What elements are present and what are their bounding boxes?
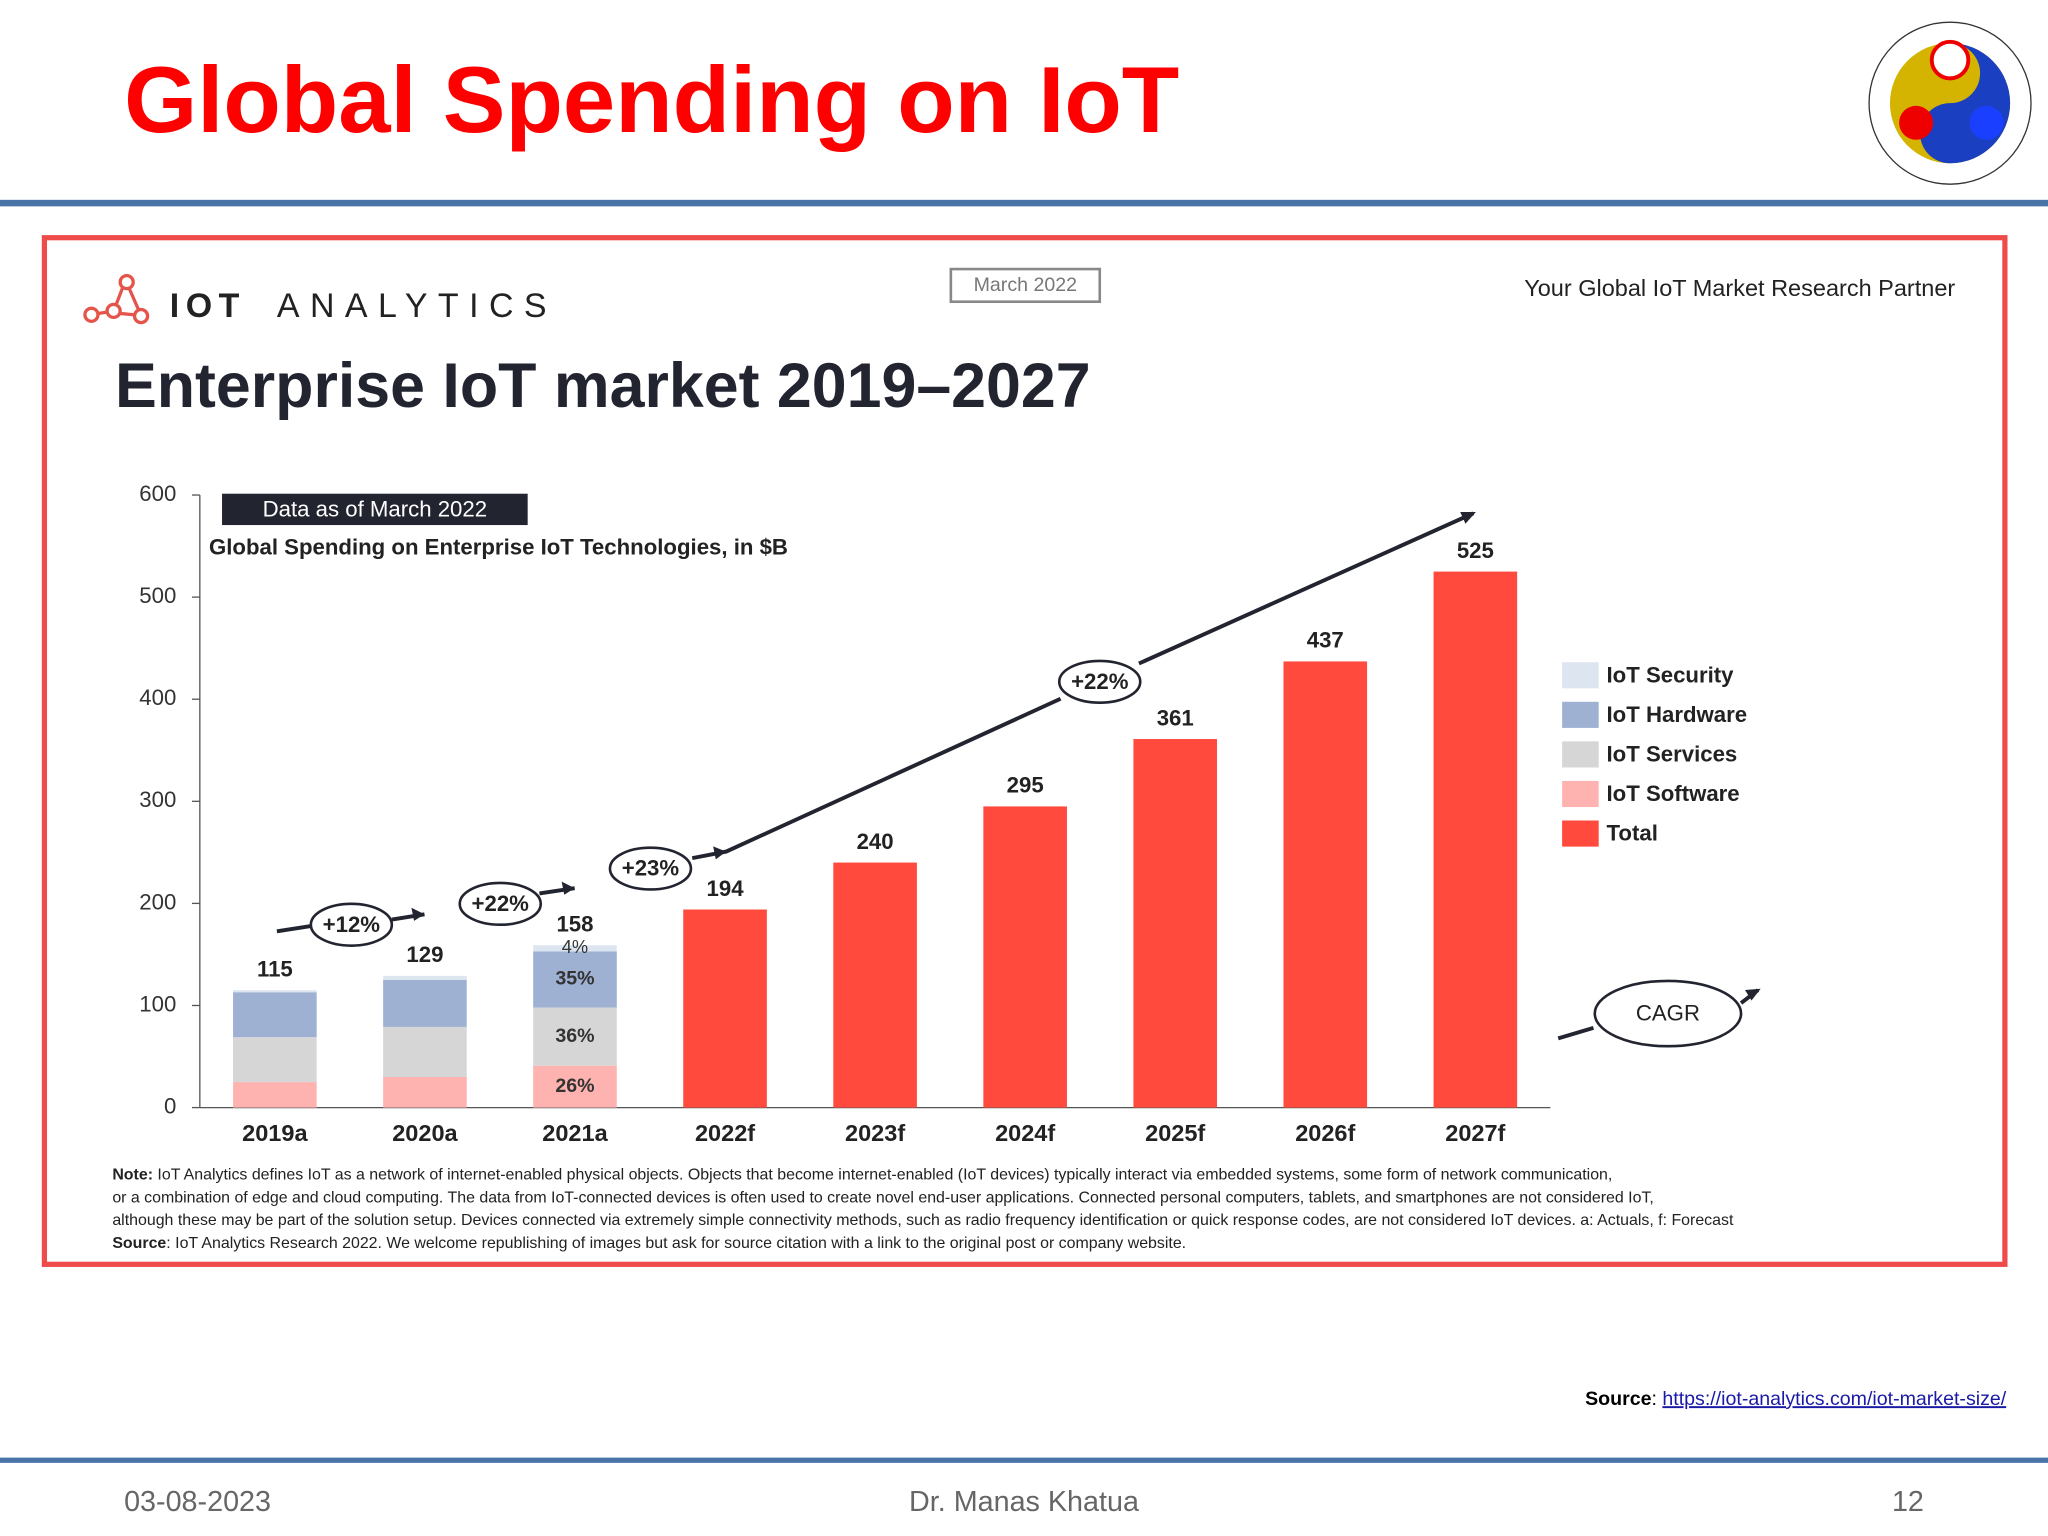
x-tick-label: 2021a xyxy=(542,1120,608,1146)
data-badge: Data as of March 2022 xyxy=(263,497,487,522)
legend-label: IoT Services xyxy=(1607,742,1738,767)
total-label: 525 xyxy=(1457,538,1494,563)
cagr-legend: CAGR xyxy=(1636,1001,1700,1026)
legend-swatch xyxy=(1562,820,1599,847)
note-text: IoT Analytics defines IoT as a network o… xyxy=(153,1167,1612,1184)
x-tick-label: 2024f xyxy=(995,1120,1055,1146)
date-badge: March 2022 xyxy=(974,274,1077,296)
chart-subtitle: Global Spending on Enterprise IoT Techno… xyxy=(209,534,788,559)
bar-segment xyxy=(383,1026,467,1077)
y-tick-label: 600 xyxy=(139,481,176,506)
colon: : xyxy=(1652,1388,1663,1410)
note-line: although these may be part of the soluti… xyxy=(112,1212,1734,1229)
bar-segment xyxy=(533,945,617,952)
total-label: 240 xyxy=(857,829,894,854)
total-label: 437 xyxy=(1307,628,1344,653)
y-tick-label: 200 xyxy=(139,889,176,914)
legend-swatch xyxy=(1562,701,1599,728)
share-label: 35% xyxy=(555,968,594,990)
cagr-label: +22% xyxy=(472,891,530,916)
bar-segment xyxy=(383,979,467,1027)
note-text: or a combination of edge and cloud compu… xyxy=(112,1190,1654,1207)
bar-segment xyxy=(383,1076,467,1108)
x-tick-label: 2020a xyxy=(392,1120,458,1146)
brand-rest: ANALYTICS xyxy=(277,287,557,325)
chart-title: Enterprise IoT market 2019–2027 xyxy=(115,351,1091,421)
x-tick-label: 2023f xyxy=(845,1120,905,1146)
legend-label: Total xyxy=(1607,821,1658,846)
y-tick-label: 500 xyxy=(139,583,176,608)
x-tick-label: 2026f xyxy=(1295,1120,1355,1146)
total-label: 129 xyxy=(406,942,443,967)
total-label: 194 xyxy=(707,876,745,901)
cagr-label: +22% xyxy=(1071,669,1129,694)
footer-date: 03-08-2023 xyxy=(124,1486,271,1518)
brand-icon xyxy=(83,273,150,325)
legend-label: IoT Hardware xyxy=(1607,702,1748,727)
top-rule xyxy=(0,199,2048,207)
legend-swatch xyxy=(1562,780,1599,808)
chart-source-text: : IoT Analytics Research 2022. We welcom… xyxy=(166,1235,1186,1252)
legend-label: IoT Security xyxy=(1607,662,1735,687)
bar xyxy=(833,862,917,1108)
y-tick-label: 300 xyxy=(139,787,176,812)
brand: IOT xyxy=(170,287,246,325)
note: Note: IoT Analytics defines IoT as a net… xyxy=(112,1167,1612,1184)
slide-source: Source: https://iot-analytics.com/iot-ma… xyxy=(1585,1388,2007,1410)
bar-segment xyxy=(533,951,617,1008)
y-tick-label: 0 xyxy=(164,1093,176,1118)
legend-label: IoT Software xyxy=(1607,781,1740,806)
x-tick-label: 2025f xyxy=(1145,1120,1205,1146)
bar xyxy=(983,806,1067,1108)
x-tick-label: 2027f xyxy=(1445,1120,1505,1146)
bar-segment xyxy=(533,1007,617,1066)
chart-source: Source: IoT Analytics Research 2022. We … xyxy=(112,1235,1186,1252)
bar xyxy=(1433,571,1518,1108)
y-tick-label: 100 xyxy=(139,991,176,1016)
x-tick-label: 2022f xyxy=(695,1120,755,1146)
source-label: Source xyxy=(1585,1388,1651,1410)
cagr-label: +12% xyxy=(323,912,381,937)
note-line: or a combination of edge and cloud compu… xyxy=(112,1190,1654,1207)
arrow-heads xyxy=(411,512,1761,1001)
bar-segment xyxy=(383,975,467,980)
logo xyxy=(1868,21,2032,185)
total-label: 158 xyxy=(556,912,593,937)
share-label: 26% xyxy=(555,1075,594,1097)
footer-page: 12 xyxy=(1892,1486,1924,1518)
slide-title: Global Spending on IoT xyxy=(124,47,1179,152)
bar-segment xyxy=(233,1082,317,1108)
tagline: Your Global IoT Market Research Partner xyxy=(1524,275,1955,301)
chart-frame xyxy=(41,235,2008,1267)
total-label: 115 xyxy=(257,956,293,981)
bar xyxy=(1283,661,1368,1108)
data-badge-box xyxy=(222,493,528,526)
share-label: 36% xyxy=(555,1025,594,1047)
y-tick-label: 400 xyxy=(139,685,176,710)
bar-segment xyxy=(233,1037,317,1083)
footer-author: Dr. Manas Khatua xyxy=(909,1486,1139,1518)
source-link[interactable]: https://iot-analytics.com/iot-market-siz… xyxy=(1662,1388,2006,1410)
total-label: 361 xyxy=(1157,705,1194,730)
cagr-label: +23% xyxy=(622,856,680,881)
legend-swatch xyxy=(1562,741,1599,768)
bar xyxy=(1133,739,1218,1108)
x-tick-label: 2019a xyxy=(242,1120,308,1146)
legend-swatch xyxy=(1562,662,1599,689)
cagr-ellipses xyxy=(309,659,1743,1048)
total-label: 295 xyxy=(1007,773,1044,798)
chart-source-label: Source xyxy=(112,1235,166,1252)
note-label: Note: xyxy=(112,1167,153,1184)
share-label: 4% xyxy=(562,936,588,957)
bar-segment xyxy=(533,1065,617,1108)
date-badge-box xyxy=(949,267,1102,304)
bar-segment xyxy=(233,992,317,1038)
bar-segment xyxy=(233,990,317,993)
bar xyxy=(683,909,767,1108)
note-text: although these may be part of the soluti… xyxy=(112,1212,1734,1229)
